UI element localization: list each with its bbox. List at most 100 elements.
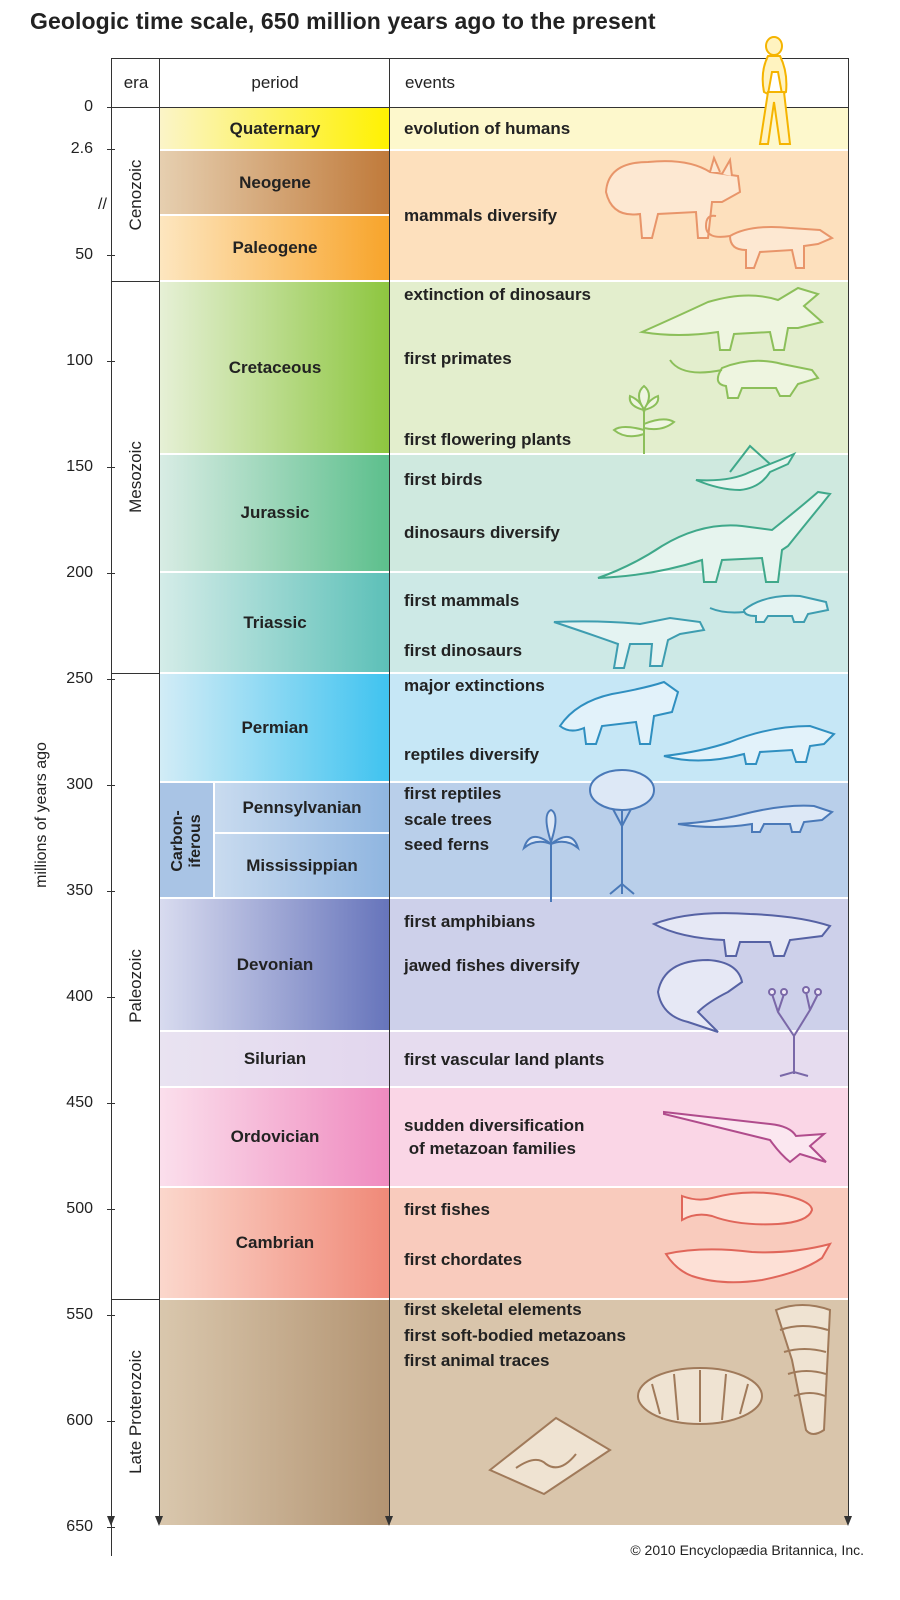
event-text: jawed fishes diversify bbox=[404, 956, 580, 975]
band-separator bbox=[160, 571, 848, 573]
period-jurassic: Jurassic bbox=[160, 454, 390, 572]
early-primate-icon bbox=[669, 359, 820, 399]
event-text: reptiles diversify bbox=[404, 745, 540, 764]
crocodilian-icon bbox=[663, 724, 836, 765]
human-figure-icon bbox=[758, 36, 792, 145]
era-late-proterozoic: Late Proterozoic bbox=[112, 1299, 160, 1525]
tick-label: 2.6 bbox=[70, 140, 93, 157]
time-axis-line bbox=[111, 108, 112, 1556]
era-mesozoic: Mesozoic bbox=[112, 281, 160, 673]
header-period: period bbox=[251, 73, 299, 92]
time-axis-ticks: 0 2.6 50 100 150 200 250 300 350 400 450… bbox=[0, 0, 115, 1600]
tick-label: 650 bbox=[66, 1518, 93, 1535]
event-text: mammals diversify bbox=[404, 206, 558, 225]
seed-fern-icon bbox=[522, 808, 580, 902]
event-text: first skeletal elements bbox=[404, 1300, 582, 1319]
tick-label: 50 bbox=[75, 246, 93, 263]
frame-left bbox=[111, 58, 112, 108]
event-text: first mammals bbox=[404, 591, 520, 610]
mammal-small-icon bbox=[704, 214, 835, 269]
sauropod-icon bbox=[597, 490, 832, 583]
carboniferous-label: Carbon- iferous bbox=[169, 810, 205, 871]
arrow-down-icon bbox=[844, 1516, 852, 1526]
scale-tree-icon bbox=[589, 769, 655, 895]
band-separator bbox=[160, 1086, 848, 1088]
band-separator bbox=[214, 832, 390, 834]
tick-label: 500 bbox=[66, 1200, 93, 1217]
carboniferous-label-line2: iferous bbox=[187, 813, 204, 868]
frame-top bbox=[111, 58, 849, 59]
era-label: Mesozoic bbox=[126, 441, 145, 513]
period-carboniferous: Carbon- iferous bbox=[160, 783, 214, 898]
tick-label: 450 bbox=[66, 1094, 93, 1111]
event-text: of metazoan families bbox=[404, 1139, 576, 1158]
band-separator bbox=[160, 1186, 848, 1188]
event-text: major extinctions bbox=[404, 676, 545, 695]
arrow-down-icon bbox=[107, 1516, 115, 1526]
tick-label: 100 bbox=[66, 352, 93, 369]
header-events: events bbox=[404, 73, 456, 92]
trace-slab-icon bbox=[488, 1416, 612, 1496]
period-neogene: Neogene bbox=[160, 150, 390, 215]
band-separator bbox=[160, 149, 848, 151]
lizard-icon bbox=[677, 804, 835, 833]
tick-label: 200 bbox=[66, 564, 93, 581]
event-band-permian bbox=[390, 673, 848, 782]
flower-plant-icon bbox=[612, 384, 676, 454]
header-era: era bbox=[123, 73, 149, 92]
band-separator bbox=[160, 781, 848, 783]
period-quaternary: Quaternary bbox=[160, 108, 390, 150]
early-mammal-icon bbox=[709, 594, 830, 623]
period-ordovician: Ordovician bbox=[160, 1087, 390, 1187]
period-devonian: Devonian bbox=[160, 898, 390, 1031]
tick-label: 350 bbox=[66, 882, 93, 899]
tick-label: 300 bbox=[66, 776, 93, 793]
arrow-down-icon bbox=[155, 1516, 163, 1526]
event-text: evolution of humans bbox=[404, 119, 571, 138]
tick-label: 150 bbox=[66, 458, 93, 475]
event-text: extinction of dinosaurs bbox=[404, 285, 592, 304]
event-text: first soft-bodied metazoans bbox=[404, 1326, 626, 1345]
jawless-fish-icon bbox=[681, 1191, 814, 1226]
era-label: Paleozoic bbox=[126, 949, 145, 1023]
subperiod-pennsylvanian: Pennsylvanian bbox=[214, 783, 390, 833]
frame-era-period bbox=[159, 58, 160, 1518]
band-separator bbox=[160, 1030, 848, 1032]
period-late-proterozoic bbox=[160, 1299, 390, 1525]
event-text: first reptiles bbox=[404, 784, 502, 803]
archaeopteryx-icon bbox=[695, 444, 797, 492]
event-text: first primates bbox=[404, 349, 512, 368]
armored-fish-icon bbox=[656, 958, 744, 1033]
dickinsonia-icon bbox=[637, 1367, 763, 1425]
event-text: first birds bbox=[404, 470, 483, 489]
period-cretaceous: Cretaceous bbox=[160, 281, 390, 454]
band-separator bbox=[160, 214, 390, 216]
amphibian-icon bbox=[651, 912, 832, 957]
event-text: first animal traces bbox=[404, 1351, 550, 1370]
event-text: first flowering plants bbox=[404, 430, 572, 449]
event-text: seed ferns bbox=[404, 835, 490, 854]
event-band-silurian bbox=[390, 1031, 848, 1087]
carboniferous-divider bbox=[213, 783, 215, 898]
event-text: first vascular land plants bbox=[404, 1050, 605, 1069]
event-text: scale trees bbox=[404, 810, 492, 829]
band-separator bbox=[160, 453, 848, 455]
cloudina-shell-icon bbox=[774, 1304, 832, 1435]
tick-label: 550 bbox=[66, 1306, 93, 1323]
tick-label: 0 bbox=[84, 98, 93, 115]
period-cambrian: Cambrian bbox=[160, 1187, 390, 1299]
era-divider bbox=[111, 673, 160, 674]
era-divider bbox=[111, 281, 160, 282]
tick-label: 600 bbox=[66, 1412, 93, 1429]
event-text: sudden diversification bbox=[404, 1116, 585, 1135]
event-text: first amphibians bbox=[404, 912, 536, 931]
event-text: first fishes bbox=[404, 1200, 490, 1219]
event-text: first chordates bbox=[404, 1250, 523, 1269]
era-divider bbox=[111, 1299, 160, 1300]
era-cenozoic: Cenozoic bbox=[112, 108, 160, 281]
arrow-down-icon bbox=[385, 1516, 393, 1526]
event-text: first dinosaurs bbox=[404, 641, 523, 660]
subperiod-mississippian: Mississippian bbox=[214, 833, 390, 898]
band-separator bbox=[160, 897, 848, 899]
period-silurian: Silurian bbox=[160, 1031, 390, 1087]
